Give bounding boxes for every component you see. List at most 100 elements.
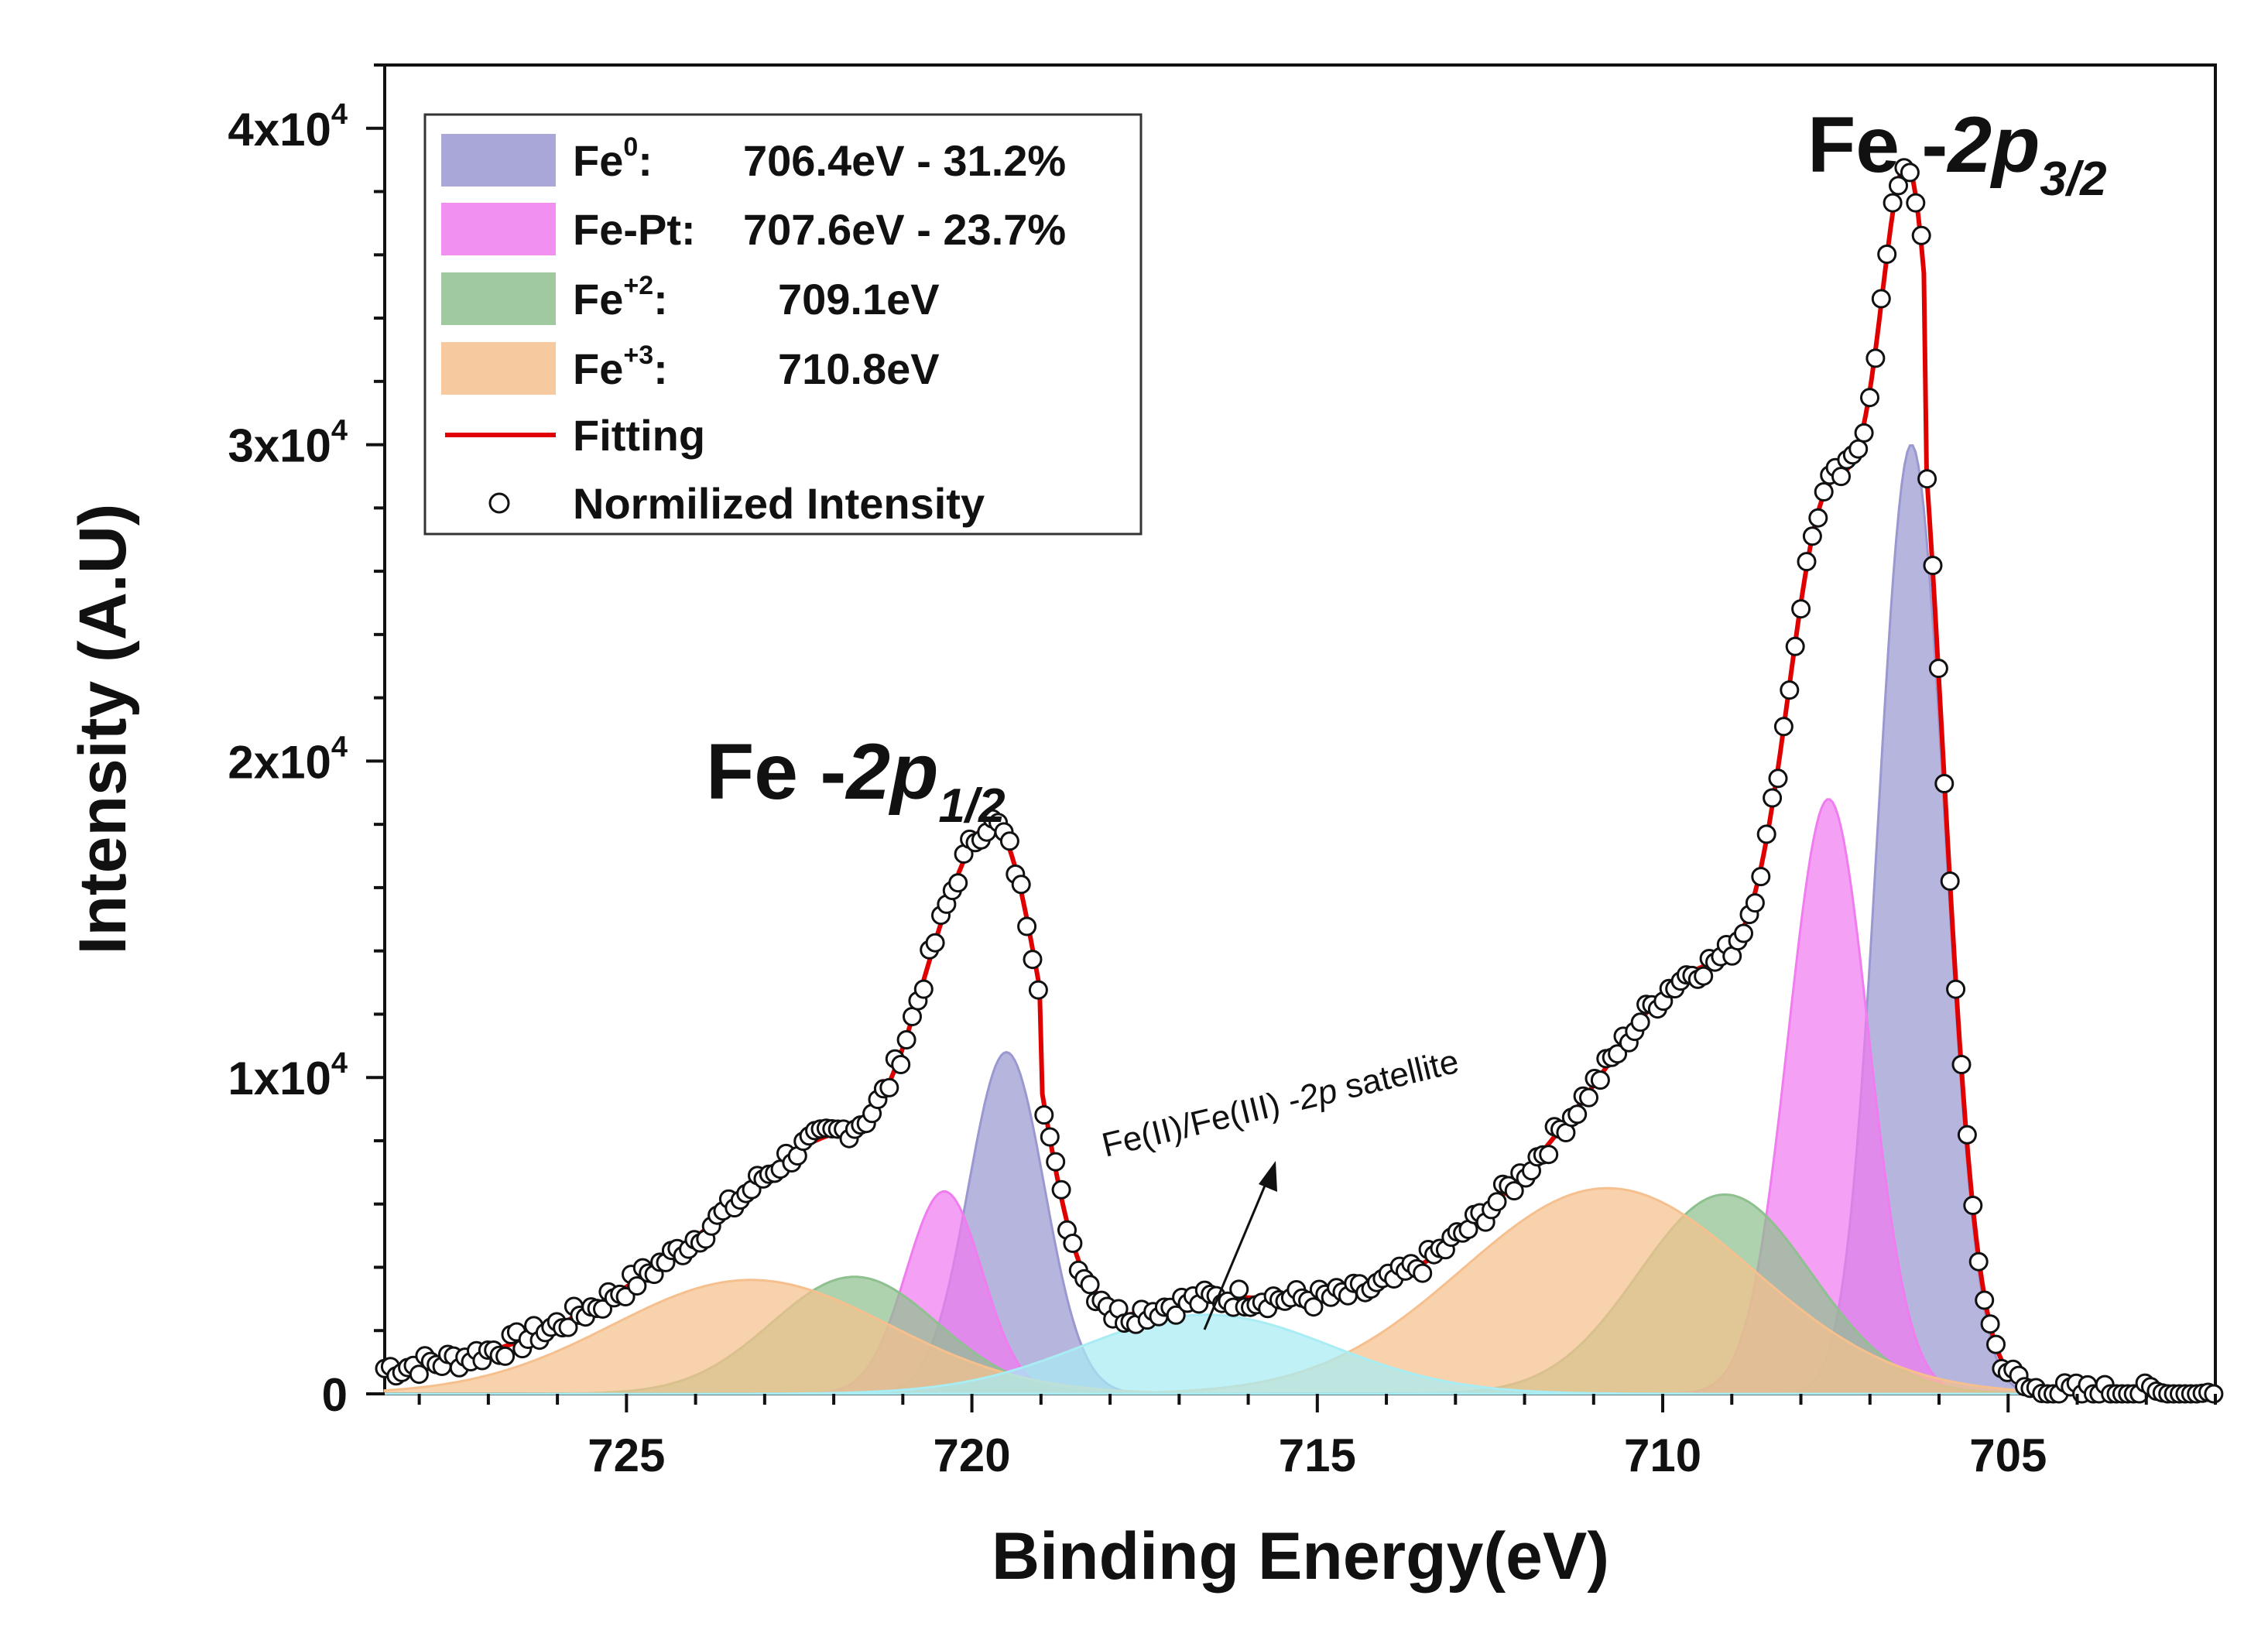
legend-label: Fe+3: (573, 341, 668, 393)
data-point-260 (1865, 348, 1886, 368)
data-point-92 (903, 1007, 922, 1026)
data-point-149 (1229, 1279, 1249, 1299)
data-point-44 (627, 1276, 647, 1296)
data-point-267 (1906, 193, 1926, 213)
data-point-243 (1768, 769, 1788, 789)
data-point-268 (1911, 225, 1931, 245)
data-point-88 (879, 1077, 899, 1097)
data-point-244 (1773, 717, 1794, 737)
legend-entry-0: Fe0: 706.4eV - 31.2% (441, 132, 1066, 187)
y-tick-label-4: 4x104 (228, 98, 348, 156)
legend-entry-3: Fe+3: 710.8eV (441, 341, 940, 395)
legend-label: Fe0: (573, 132, 653, 185)
data-point-270 (1923, 556, 1943, 576)
data-point-116 (1040, 1127, 1060, 1147)
legend-entry-4: Fitting (445, 411, 705, 460)
y-tick-label-3: 3x104 (228, 415, 348, 472)
legend-label: Fitting (573, 411, 705, 460)
y-tick-exponent: 4 (331, 1047, 348, 1080)
data-point-109 (999, 831, 1019, 851)
data-point-120 (1063, 1234, 1083, 1253)
data-point-94 (913, 979, 934, 999)
legend-swatch (441, 272, 556, 325)
data-point-262 (1877, 245, 1897, 264)
component-peak-satellite-0 (385, 1313, 2215, 1395)
legend-entry-2: Fe+2: 709.1eV (441, 271, 940, 325)
data-point-277 (1963, 1196, 1983, 1215)
data-point-111 (1011, 875, 1031, 895)
data-point-96 (925, 933, 945, 953)
data-point-246 (1785, 636, 1805, 656)
data-point-114 (1028, 980, 1048, 1000)
legend-swatch (441, 342, 556, 395)
data-point-280 (1980, 1314, 2000, 1334)
data-point-239 (1745, 893, 1765, 913)
data-point-278 (1968, 1251, 1989, 1272)
data-point-42 (615, 1287, 636, 1306)
data-point-91 (896, 1030, 916, 1049)
component-peaks (383, 444, 2215, 1395)
data-point-208 (1567, 1104, 1588, 1125)
data-point-258 (1854, 423, 1874, 443)
y-tick-exponent: 4 (331, 415, 348, 447)
data-point-257 (1848, 439, 1869, 459)
legend-marker-swatch (488, 492, 510, 514)
data-point-21 (495, 1346, 516, 1366)
legend-value: 706.4eV - 31.2% (743, 136, 1066, 185)
data-point-219 (1630, 1012, 1650, 1032)
data-point-194 (1487, 1192, 1507, 1212)
y-tick-label-0: 0 (322, 1369, 348, 1421)
legend-entry-5: Normilized Intensity (488, 479, 985, 528)
y-tick-label-2: 2x104 (228, 731, 348, 788)
data-point-215 (1608, 1044, 1628, 1064)
data-point-210 (1579, 1087, 1598, 1107)
data-point-259 (1860, 388, 1879, 408)
peak-label-1-2: Fe -2p1/2 (706, 727, 1006, 833)
data-point-112 (1017, 916, 1037, 936)
data-point-274 (1946, 979, 1966, 999)
data-point-138 (1166, 1305, 1186, 1325)
data-point-6 (409, 1364, 429, 1385)
x-tick-label-715: 715 (1279, 1429, 1356, 1481)
peak-label-3-2: Fe -2p3/2 (1807, 101, 2107, 206)
data-point-203 (1539, 1145, 1559, 1165)
data-point-38 (593, 1299, 612, 1319)
data-point-245 (1780, 680, 1800, 700)
x-tick-label-725: 725 (588, 1429, 665, 1481)
x-axis-title: Binding Energy(eV) (992, 1519, 1609, 1594)
data-point-271 (1928, 659, 1948, 679)
data-point-240 (1751, 867, 1771, 887)
y-tick-exponent: 4 (331, 98, 348, 131)
data-point-117 (1046, 1152, 1066, 1172)
data-point-113 (1023, 950, 1043, 970)
data-point-197 (1504, 1181, 1524, 1201)
data-point-261 (1871, 289, 1891, 309)
y-tick-base: 4x10 (228, 104, 331, 156)
legend-swatch (441, 134, 556, 187)
data-point-90 (891, 1055, 911, 1074)
data-point-212 (1590, 1070, 1610, 1090)
legend-swatch (441, 203, 556, 255)
y-tick-base: 1x10 (228, 1053, 331, 1104)
legend: Fe0: 706.4eV - 31.2% Fe-Pt: 707.6eV - 23.7%… (423, 113, 1143, 536)
data-point-266 (1900, 163, 1920, 183)
data-point-237 (1734, 923, 1753, 943)
data-point-251 (1814, 482, 1834, 502)
x-tick-label-705: 705 (1969, 1429, 2047, 1481)
data-point-230 (1694, 966, 1714, 986)
data-point-242 (1763, 788, 1783, 808)
data-point-181 (1413, 1263, 1433, 1283)
legend-label: Fe-Pt: (573, 205, 696, 254)
data-point-275 (1951, 1055, 1972, 1074)
y-tick-base: 3x10 (228, 420, 331, 472)
legend-label: Normilized Intensity (573, 479, 985, 528)
legend-value: 709.1eV (778, 275, 940, 324)
data-point-254 (1831, 467, 1851, 487)
x-tick-label-710: 710 (1624, 1429, 1701, 1481)
data-point-241 (1756, 824, 1776, 844)
data-point-32 (558, 1317, 578, 1337)
legend-entry-1: Fe-Pt: 707.6eV - 23.7% (441, 203, 1066, 255)
data-point-100 (948, 873, 968, 893)
